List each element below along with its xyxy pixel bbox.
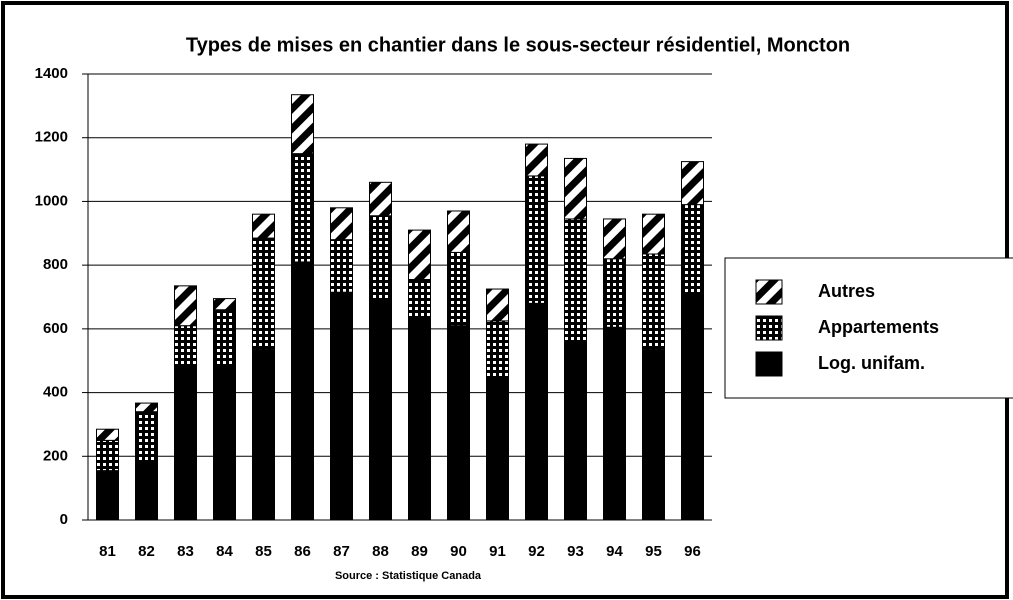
bar-segment bbox=[135, 411, 158, 462]
bar-segment bbox=[330, 207, 353, 241]
x-tick-label: 85 bbox=[255, 543, 272, 560]
bar-segment bbox=[291, 261, 314, 521]
y-tick-label: 1000 bbox=[35, 192, 68, 209]
x-tick-label: 95 bbox=[645, 543, 662, 560]
x-tick-label: 91 bbox=[489, 543, 506, 560]
bar-segment bbox=[135, 460, 158, 521]
bar-segment bbox=[408, 278, 431, 320]
bar-segment bbox=[252, 237, 275, 351]
bar-segment bbox=[642, 213, 665, 255]
bar-segment bbox=[486, 376, 509, 521]
bar-segment bbox=[174, 285, 197, 327]
x-tick-label: 87 bbox=[333, 543, 350, 560]
bar-segment bbox=[447, 210, 470, 253]
bar-segment bbox=[564, 342, 587, 521]
bar-segment bbox=[486, 320, 509, 378]
bar-segment bbox=[369, 215, 392, 301]
y-tick-label: 200 bbox=[43, 447, 68, 464]
bar-segment bbox=[564, 218, 587, 344]
y-tick-label: 600 bbox=[43, 320, 68, 337]
bar-segment bbox=[603, 326, 626, 521]
y-tick-label: 800 bbox=[43, 256, 68, 273]
bar-segment bbox=[642, 253, 665, 351]
y-tick-label: 400 bbox=[43, 384, 68, 401]
x-tick-label: 88 bbox=[372, 543, 389, 560]
bar-segment bbox=[408, 318, 431, 521]
bar-segment bbox=[213, 298, 236, 311]
bar-segment bbox=[642, 349, 665, 521]
x-tick-label: 96 bbox=[684, 543, 701, 560]
bar-segment bbox=[291, 153, 314, 263]
bar-segment bbox=[252, 213, 275, 239]
bar-segment bbox=[96, 439, 119, 472]
legend-label: Log. unifam. bbox=[818, 353, 925, 373]
y-tick-label: 0 bbox=[60, 511, 68, 528]
bar-segment bbox=[174, 364, 197, 521]
x-tick-label: 84 bbox=[216, 543, 233, 560]
bar-segment bbox=[525, 302, 548, 521]
bar-segment bbox=[681, 161, 704, 206]
x-tick-label: 89 bbox=[411, 543, 428, 560]
bar-segment bbox=[369, 181, 392, 217]
x-tick-label: 82 bbox=[138, 543, 155, 560]
bar-segment bbox=[96, 470, 119, 521]
legend-label: Appartements bbox=[818, 317, 939, 337]
bar-segment bbox=[135, 402, 158, 413]
bar-segment bbox=[447, 251, 470, 327]
bar-segment bbox=[486, 288, 509, 322]
y-tick-label: 1400 bbox=[35, 65, 68, 82]
bar-segment bbox=[213, 309, 236, 366]
y-tick-label: 1200 bbox=[35, 129, 68, 146]
bar-segment bbox=[681, 204, 704, 295]
bar-segment bbox=[330, 239, 353, 293]
source: Source : Statistique Canada bbox=[335, 570, 482, 582]
x-tick-label: 90 bbox=[450, 543, 467, 560]
legend-swatch bbox=[755, 279, 783, 305]
x-tick-label: 83 bbox=[177, 543, 194, 560]
bar-segment bbox=[564, 157, 587, 220]
bar-segment bbox=[681, 293, 704, 521]
legend-swatch bbox=[755, 315, 783, 341]
bar-segment bbox=[330, 291, 353, 521]
x-tick-label: 94 bbox=[606, 543, 623, 560]
legend-swatch bbox=[755, 351, 783, 377]
x-tick-label: 86 bbox=[294, 543, 311, 560]
bar-segment bbox=[447, 325, 470, 521]
x-tick-label: 81 bbox=[99, 543, 116, 560]
x-tick-label: 93 bbox=[567, 543, 584, 560]
bar-segment bbox=[408, 229, 431, 280]
legend-label: Autres bbox=[818, 281, 875, 301]
bar-segment bbox=[603, 218, 626, 260]
bar-segment bbox=[291, 94, 314, 155]
x-tick-label: 92 bbox=[528, 543, 545, 560]
bar-segment bbox=[369, 299, 392, 521]
bar-segment bbox=[213, 364, 236, 521]
bar-segment bbox=[525, 143, 548, 177]
bar-segment bbox=[603, 258, 626, 328]
bar-segment bbox=[96, 428, 119, 441]
bar-segment bbox=[525, 175, 548, 304]
bar-segment bbox=[252, 349, 275, 521]
chart-title: Types de mises en chantier dans le sous-… bbox=[186, 34, 850, 56]
bar-segment bbox=[174, 325, 197, 366]
